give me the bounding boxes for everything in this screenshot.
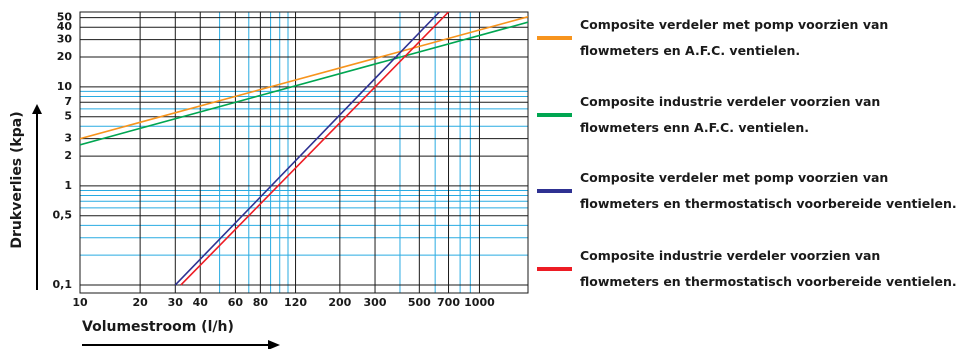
series-line — [180, 12, 450, 286]
legend-swatch — [537, 267, 572, 271]
x-tick-label: 80 — [253, 296, 269, 309]
x-tick-label: 700 — [437, 296, 460, 309]
y-tick-label: 10 — [57, 80, 73, 93]
y-tick-label: 20 — [57, 50, 73, 63]
x-arrow-head — [268, 340, 280, 349]
legend-entry: Composite industrie verdeler voorzien va… — [580, 248, 957, 289]
y-axis-label: Drukverlies (kpa) — [9, 111, 25, 248]
x-axis-label: Volumestroom (l/h) — [82, 319, 234, 335]
legend-entry: Composite verdeler met pomp voorzien van… — [580, 170, 957, 211]
legend-swatch — [537, 36, 572, 40]
legend-swatch — [537, 113, 572, 117]
y-tick-label: 1 — [64, 179, 72, 192]
legend-entry: Composite industrie verdeler voorzien va… — [580, 94, 881, 135]
y-tick-label: 30 — [57, 33, 73, 46]
y-arrow-head — [32, 104, 42, 114]
x-tick-label: 40 — [193, 296, 209, 309]
y-tick-label: 5 — [64, 110, 72, 123]
x-tick-label: 60 — [228, 296, 244, 309]
y-tick-label: 0,5 — [53, 209, 73, 222]
legend-swatch — [537, 189, 572, 193]
plot-frame — [79, 11, 529, 294]
x-tick-label: 120 — [284, 296, 307, 309]
x-tick-label: 200 — [328, 296, 351, 309]
x-tick-label: 20 — [132, 296, 148, 309]
x-tick-label: 1000 — [464, 296, 495, 309]
x-tick-label: 300 — [364, 296, 387, 309]
y-tick-label: 40 — [57, 20, 73, 33]
y-tick-label: 2 — [64, 149, 72, 162]
series-line — [174, 12, 440, 286]
y-tick-label: 3 — [64, 132, 72, 145]
series-line — [80, 21, 528, 146]
y-tick-label: 7 — [64, 95, 72, 108]
x-tick-label: 500 — [408, 296, 431, 309]
legend-entry: Composite verdeler met pomp voorzien van… — [580, 17, 889, 58]
series-line — [80, 16, 528, 140]
x-tick-label: 10 — [72, 296, 88, 309]
y-tick-label: 50 — [57, 11, 73, 24]
y-tick-label: 0,1 — [53, 278, 73, 291]
x-tick-label: 30 — [168, 296, 184, 309]
